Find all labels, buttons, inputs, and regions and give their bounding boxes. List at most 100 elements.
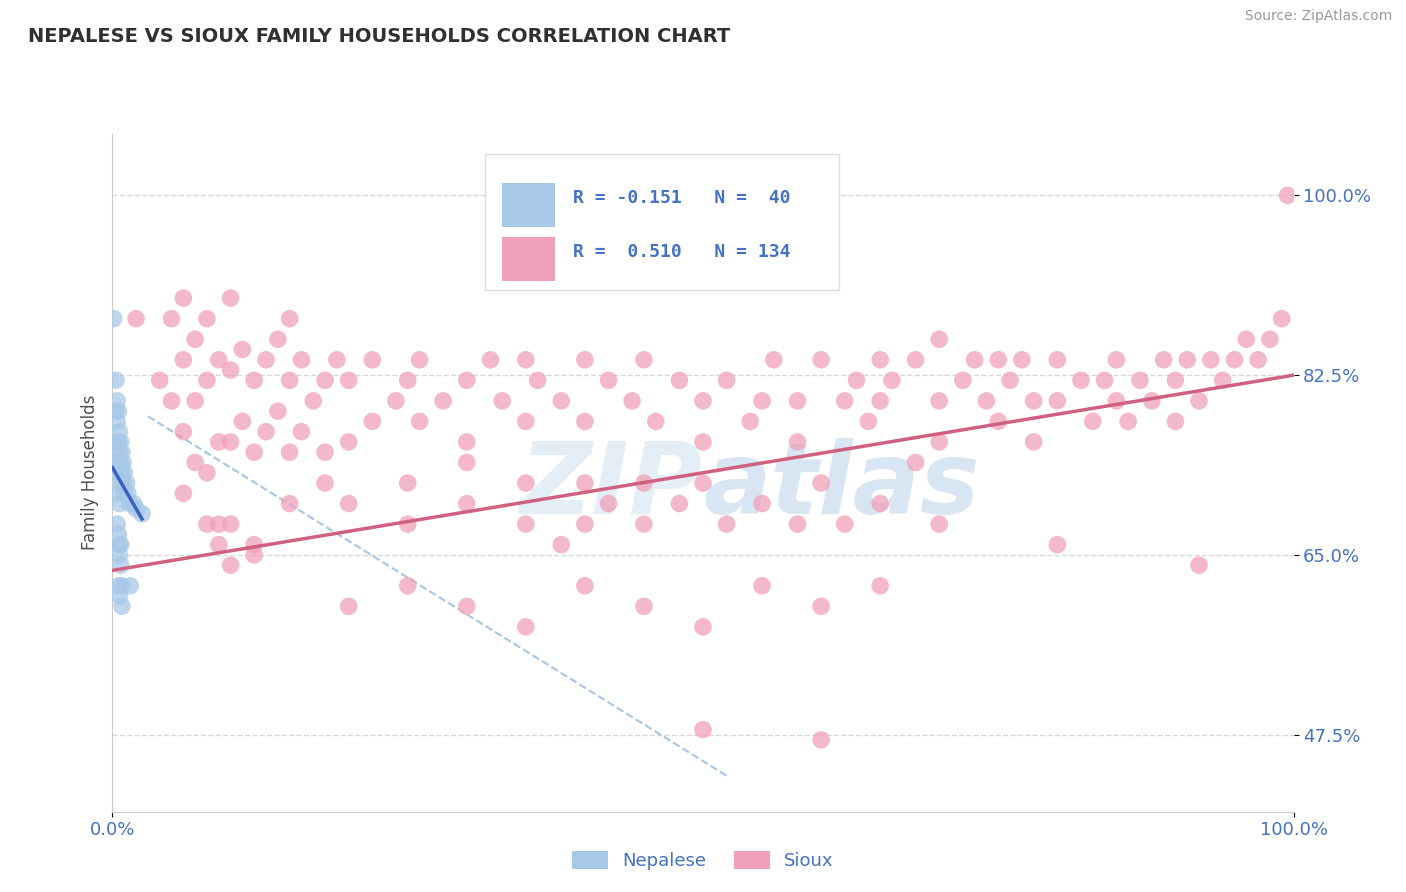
Point <box>208 517 231 532</box>
Point <box>1258 332 1281 346</box>
Point <box>396 579 419 593</box>
Point <box>208 538 231 552</box>
Point <box>1277 188 1299 202</box>
Point <box>456 434 478 449</box>
Point <box>963 352 986 367</box>
Point <box>1094 373 1116 387</box>
Point <box>107 434 129 449</box>
Point <box>1011 352 1033 367</box>
Point <box>633 599 655 614</box>
Point <box>105 373 128 387</box>
Point <box>107 404 129 418</box>
Point <box>314 476 336 491</box>
Point <box>869 352 891 367</box>
Point <box>740 414 762 428</box>
FancyBboxPatch shape <box>502 237 555 281</box>
Point <box>515 352 537 367</box>
Point <box>112 486 135 500</box>
Point <box>254 352 277 367</box>
Point <box>243 538 266 552</box>
Point <box>107 527 129 541</box>
Point <box>111 466 134 480</box>
Point <box>408 352 430 367</box>
Point <box>219 558 242 573</box>
Point <box>987 352 1010 367</box>
Point <box>267 404 290 418</box>
Point <box>172 291 194 305</box>
Point <box>120 579 142 593</box>
Point <box>314 373 336 387</box>
Point <box>810 352 832 367</box>
Point <box>1234 332 1257 346</box>
Point <box>550 393 572 408</box>
Point <box>219 517 242 532</box>
Point <box>1223 352 1246 367</box>
Point <box>1140 393 1163 408</box>
Point <box>111 579 134 593</box>
Point <box>105 434 128 449</box>
Point <box>108 538 131 552</box>
Point <box>1070 373 1092 387</box>
Point <box>120 497 142 511</box>
Point <box>869 497 891 511</box>
Point <box>110 455 132 469</box>
Point <box>108 548 131 562</box>
Point <box>254 425 277 439</box>
Point <box>1046 538 1069 552</box>
Point <box>751 579 773 593</box>
Point <box>243 373 266 387</box>
Point <box>479 352 502 367</box>
Point <box>928 434 950 449</box>
Point <box>105 404 128 418</box>
Point <box>432 393 454 408</box>
Point <box>668 497 690 511</box>
Point <box>515 414 537 428</box>
Point <box>1164 373 1187 387</box>
Point <box>574 352 596 367</box>
Point <box>131 507 153 521</box>
Point <box>208 352 231 367</box>
Point <box>337 373 360 387</box>
Text: R = -0.151   N =  40: R = -0.151 N = 40 <box>574 189 790 207</box>
Point <box>869 579 891 593</box>
Point <box>621 393 644 408</box>
Point <box>1081 414 1104 428</box>
Point <box>117 486 139 500</box>
Point <box>716 517 738 532</box>
Point <box>195 466 218 480</box>
Legend: Nepalese, Sioux: Nepalese, Sioux <box>565 844 841 877</box>
Point <box>105 455 128 469</box>
Point <box>1212 373 1234 387</box>
Point <box>928 517 950 532</box>
Point <box>110 434 132 449</box>
Point <box>278 497 301 511</box>
Point <box>107 486 129 500</box>
Point <box>115 476 138 491</box>
Point <box>108 589 131 603</box>
Point <box>976 393 998 408</box>
Point <box>834 517 856 532</box>
Point <box>998 373 1021 387</box>
Point <box>1188 558 1211 573</box>
Point <box>928 393 950 408</box>
Point <box>456 455 478 469</box>
Point <box>644 414 666 428</box>
Point <box>219 291 242 305</box>
Point <box>337 434 360 449</box>
Point <box>361 352 384 367</box>
Point <box>1105 352 1128 367</box>
Point <box>408 414 430 428</box>
Point <box>810 732 832 747</box>
Point <box>107 579 129 593</box>
Point <box>1188 393 1211 408</box>
Point <box>108 425 131 439</box>
Point <box>1153 352 1175 367</box>
Point <box>515 517 537 532</box>
Point <box>810 599 832 614</box>
Point <box>515 620 537 634</box>
Point <box>108 445 131 459</box>
Point <box>195 311 218 326</box>
Point <box>385 393 408 408</box>
Point <box>834 393 856 408</box>
Text: R =  0.510   N = 134: R = 0.510 N = 134 <box>574 244 790 261</box>
